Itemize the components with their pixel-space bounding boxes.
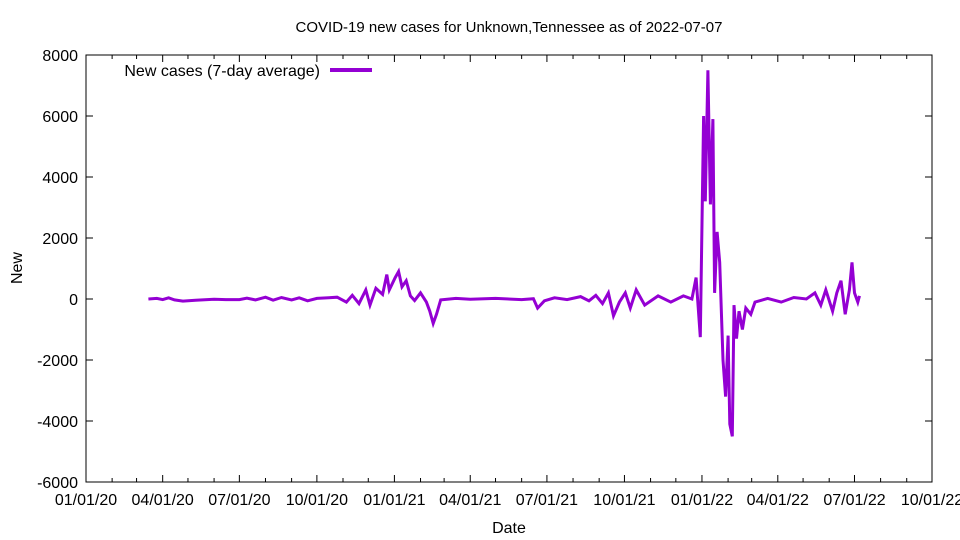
y-tick-label: 4000: [42, 170, 78, 187]
plot-area-border: [85, 54, 933, 483]
x-tick-label: 01/01/20: [55, 492, 117, 509]
y-tick-label: -6000: [37, 475, 78, 492]
y-tick-label: 8000: [42, 48, 78, 65]
y-tick-label: 0: [69, 292, 78, 309]
x-tick-label: 04/01/20: [132, 492, 194, 509]
y-tick-label: 6000: [42, 109, 78, 126]
legend-label: New cases (7-day average): [124, 63, 320, 80]
x-axis: 01/01/20 04/01/20 07/01/20 10/01/20 01/01/21…: [55, 55, 960, 509]
x-tick-label: 07/01/21: [516, 492, 578, 509]
x-tick-label: 04/01/21: [439, 492, 501, 509]
y-axis: -6000 -4000 -2000 0 2000 4000 6000 8000: [37, 48, 932, 492]
y-tick-label: -2000: [37, 353, 78, 370]
x-tick-label: 04/01/22: [747, 492, 809, 509]
y-tick-label: -4000: [37, 414, 78, 431]
legend: New cases (7-day average): [124, 63, 372, 80]
x-tick-label: 10/01/21: [593, 492, 655, 509]
x-tick-label: 07/01/22: [823, 492, 885, 509]
y-tick-label: 2000: [42, 231, 78, 248]
x-tick-label: 10/01/22: [901, 492, 960, 509]
x-tick-label: 01/01/22: [671, 492, 733, 509]
y-axis-label: New: [9, 252, 26, 284]
series-layer: [148, 70, 861, 437]
chart-title: COVID-19 new cases for Unknown,Tennessee…: [296, 19, 723, 36]
series-line: [148, 70, 861, 437]
x-tick-label: 07/01/20: [208, 492, 270, 509]
x-tick-label: 01/01/21: [363, 492, 425, 509]
x-tick-label: 10/01/20: [286, 492, 348, 509]
x-axis-label: Date: [492, 520, 526, 537]
